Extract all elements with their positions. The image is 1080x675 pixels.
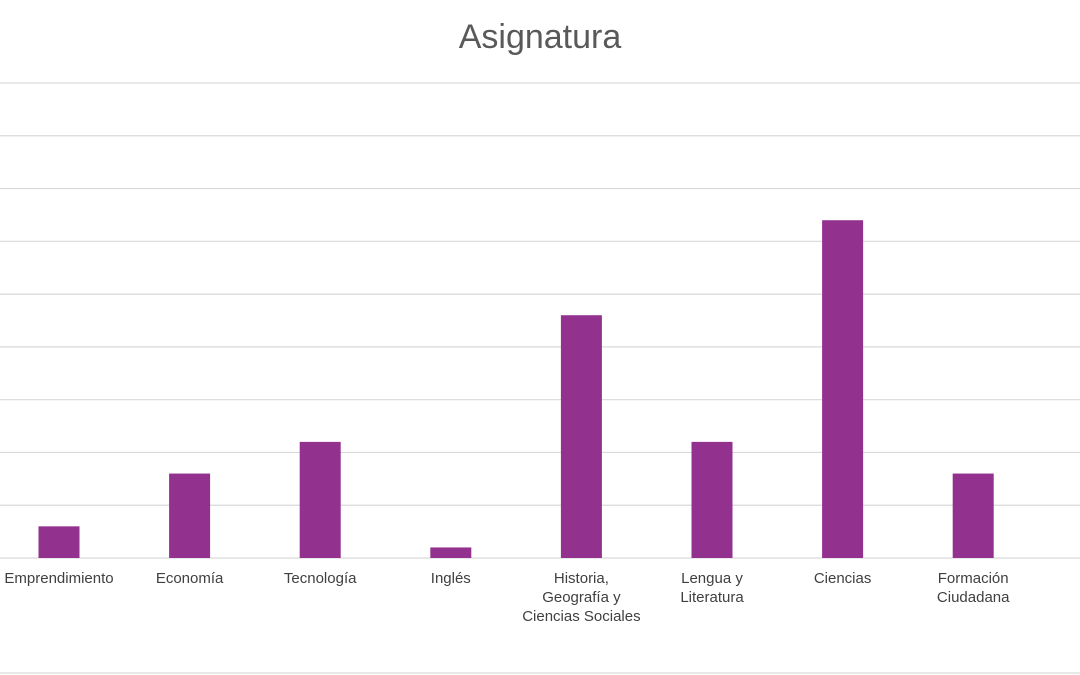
x-tick-label: Ciencias: [814, 570, 872, 587]
x-tick-label: Inglés: [431, 570, 471, 587]
x-tick-label: Emprendimiento: [4, 570, 113, 587]
x-tick-label: Formación Ciudadana: [937, 570, 1010, 606]
bar: [560, 315, 602, 558]
bar: [38, 526, 80, 558]
x-tick-label: Tecnología: [284, 570, 357, 587]
bar: [691, 441, 733, 558]
bars: [38, 220, 994, 558]
bar: [952, 473, 994, 558]
bar: [822, 220, 864, 558]
bar: [299, 441, 341, 558]
x-axis-labels: Emprendimiento Economía Tecnología Inglés Hi…: [4, 570, 1010, 625]
x-tick-label: Historia, Geografía y Ciencias Sociales: [522, 570, 640, 625]
bar: [169, 473, 211, 558]
chart-title: Asignatura: [459, 18, 622, 56]
bar: [430, 547, 472, 558]
x-tick-label: Economía: [156, 570, 224, 587]
x-tick-label: Lengua y Literatura: [680, 570, 744, 606]
